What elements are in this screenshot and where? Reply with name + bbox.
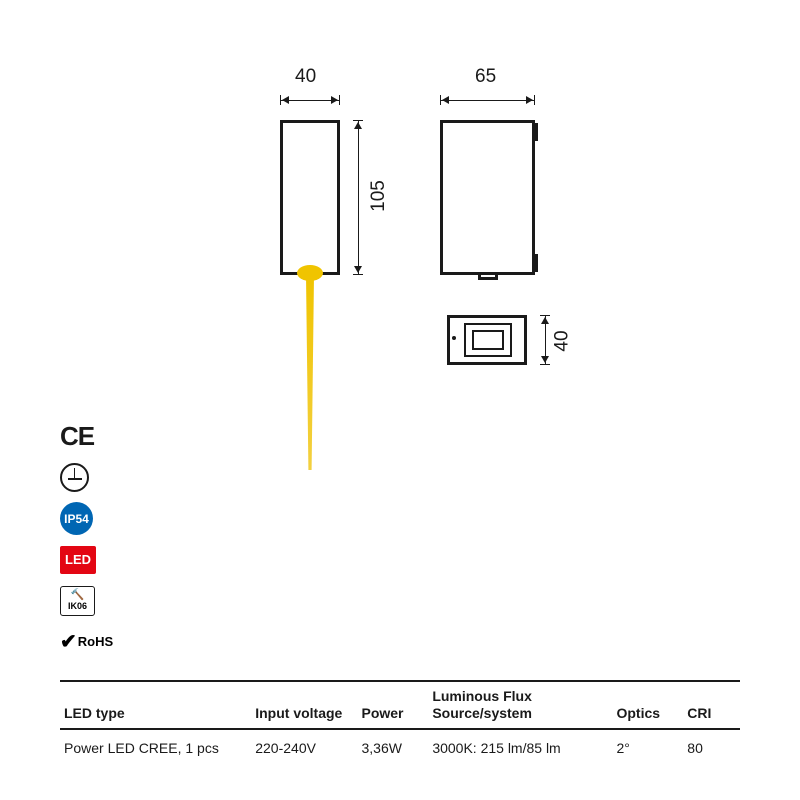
mounting-hole: [452, 336, 456, 340]
dim-height: 105: [368, 180, 390, 212]
bottom-box-inner: [472, 330, 504, 350]
td-power: 3,36W: [357, 730, 428, 762]
dim-width-front: 40: [295, 66, 316, 88]
technical-drawing: 40 105 65: [250, 60, 700, 380]
mount-tab-bottom: [532, 254, 538, 272]
table-header-row: LED type Input voltage Power Luminous Fl…: [60, 682, 740, 728]
td-led-type: Power LED CREE, 1 pcs: [60, 730, 251, 762]
td-luminous-flux: 3000K: 215 lm/85 lm: [428, 730, 612, 762]
rohs-icon: ✔ RoHS: [60, 625, 113, 658]
front-box: [280, 120, 340, 275]
th-led-type: LED type: [60, 682, 251, 728]
spec-table: LED type Input voltage Power Luminous Fl…: [60, 680, 740, 762]
td-optics: 2°: [612, 730, 683, 762]
th-cri: CRI: [683, 682, 740, 728]
ce-mark-icon: CE: [60, 420, 113, 453]
th-power: Power: [357, 682, 428, 728]
th-optics: Optics: [612, 682, 683, 728]
dim-line-width-front: [280, 95, 340, 105]
td-cri: 80: [683, 730, 740, 762]
th-luminous-flux: Luminous Flux Source/system: [428, 682, 612, 728]
ground-icon: [60, 461, 113, 494]
table-data-row: Power LED CREE, 1 pcs 220-240V 3,36W 300…: [60, 730, 740, 762]
dim-line-depth: [540, 315, 550, 365]
dim-line-width-side: [440, 95, 535, 105]
ip-rating-icon: IP54: [60, 502, 113, 535]
side-box: [440, 120, 535, 275]
dim-depth: 40: [552, 330, 574, 351]
led-icon: LED: [60, 543, 113, 576]
mount-tab-top: [532, 123, 538, 141]
light-beam-icon: [300, 275, 320, 470]
th-input-voltage: Input voltage: [251, 682, 357, 728]
td-input-voltage: 220-240V: [251, 730, 357, 762]
certifications: CE IP54 LED 🔨 IK06 ✔ RoHS: [60, 420, 113, 658]
ik-rating-icon: 🔨 IK06: [60, 584, 113, 617]
dim-width-side: 65: [475, 66, 496, 88]
bottom-notch: [478, 272, 498, 280]
dim-line-height: [353, 120, 363, 275]
